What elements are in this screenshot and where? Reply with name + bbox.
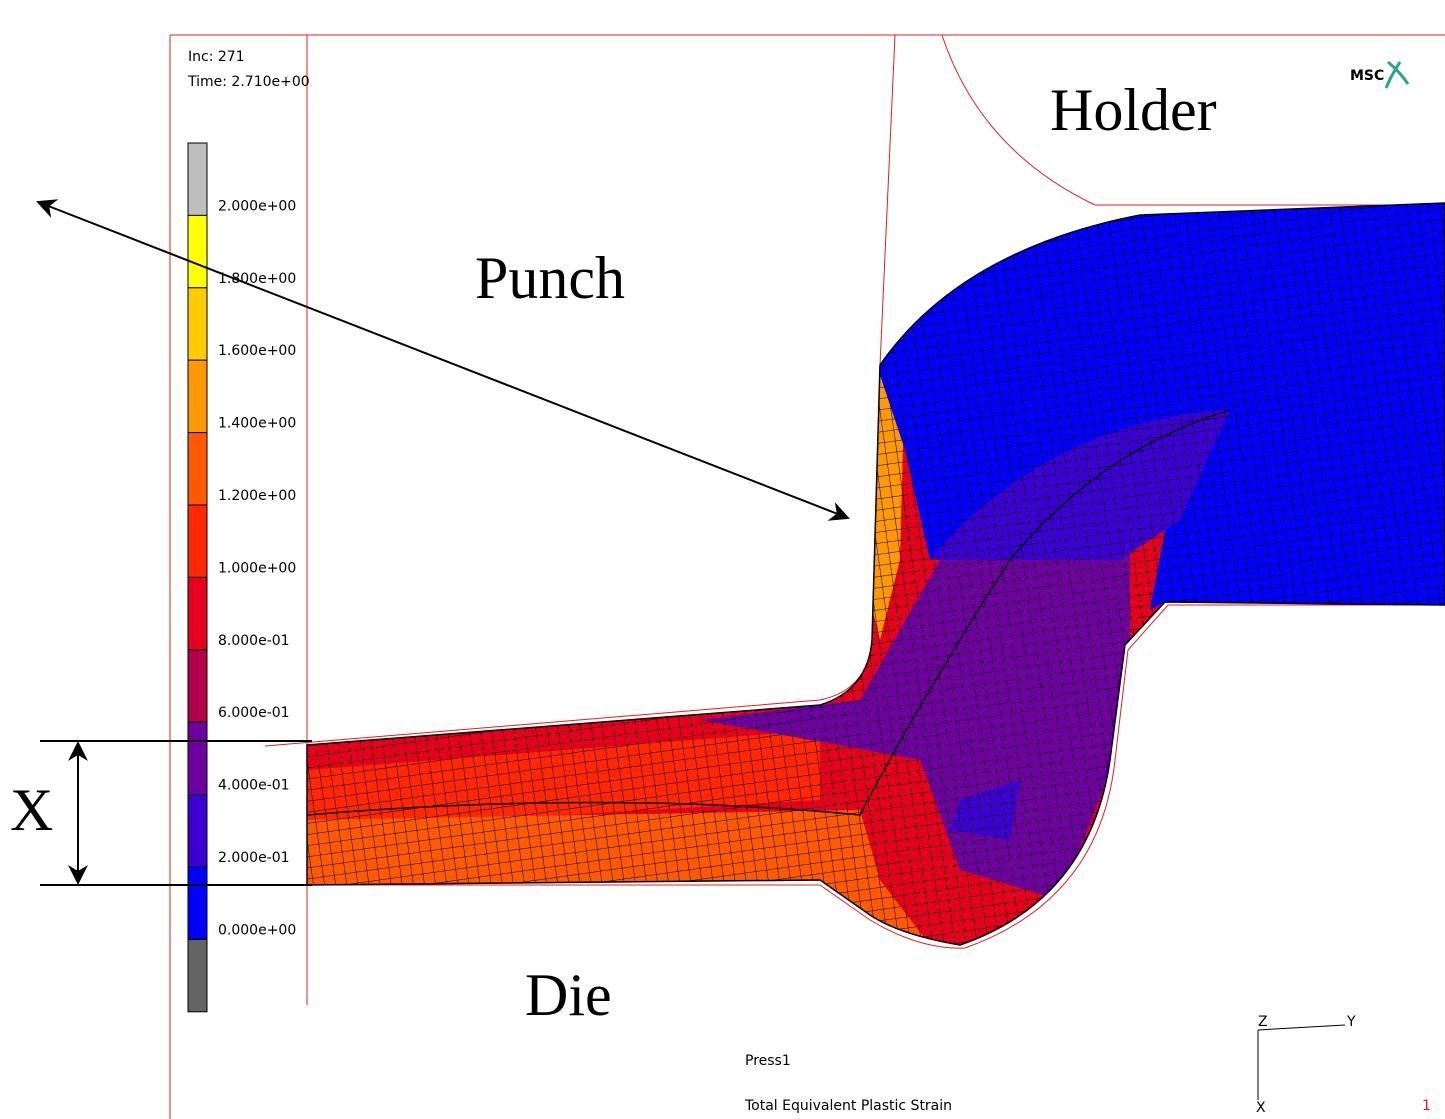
legend-swatch: [188, 143, 207, 215]
triad-axis: [1258, 1025, 1345, 1030]
legend-swatch: [188, 288, 207, 360]
legend-label: 2.000e+00: [218, 198, 296, 214]
sheet: [300, 190, 1445, 960]
triad-z: Z: [1258, 1014, 1268, 1030]
triad-y: Y: [1346, 1014, 1356, 1030]
punch-outline: [265, 35, 895, 746]
legend-label: 1.600e+00: [218, 343, 296, 359]
legend-label: 4.000e-01: [218, 778, 290, 794]
legend-label: 2.000e-01: [218, 850, 290, 866]
legend-swatch: [188, 650, 207, 722]
legend-swatch: [188, 722, 207, 794]
triad-x: X: [1256, 1100, 1266, 1116]
legend-swatch: [188, 795, 207, 867]
legend-swatch: [188, 577, 207, 649]
legend-label: 1.800e+00: [218, 271, 296, 287]
legend-label: 1.000e+00: [218, 560, 296, 576]
holder-label: Holder: [1050, 77, 1217, 143]
die-label: Die: [525, 962, 612, 1028]
legend-swatch: [188, 867, 207, 939]
logo-mark: [1386, 62, 1408, 88]
legend-label: 8.000e-01: [218, 633, 290, 649]
result-label: Total Equivalent Plastic Strain: [744, 1098, 952, 1114]
mesh: [300, 190, 1445, 960]
logo: MSC: [1350, 68, 1384, 84]
viewport: 2.000e+00 1.800e+00 1.600e+00 1.400e+00 1.20…: [0, 0, 1445, 1119]
arrow: [38, 202, 848, 518]
increment-label: Inc: 271: [188, 49, 245, 65]
legend-label: 1.400e+00: [218, 416, 296, 432]
legend-swatch: [188, 939, 207, 1011]
legend: 2.000e+00 1.800e+00 1.600e+00 1.400e+00 1.20…: [188, 143, 296, 1012]
punch-label: Punch: [475, 245, 625, 311]
legend-swatch: [188, 215, 207, 287]
legend-label: 0.000e+00: [218, 922, 296, 938]
legend-label: 1.200e+00: [218, 488, 296, 504]
legend-label: 6.000e-01: [218, 705, 290, 721]
job-label: Press1: [745, 1053, 791, 1069]
dimension-label: X: [10, 777, 53, 843]
time-label: Time: 2.710e+00: [187, 74, 310, 90]
legend-swatch: [188, 433, 207, 505]
legend-swatch: [188, 360, 207, 432]
legend-swatch: [188, 505, 207, 577]
page-number: 1: [1422, 1098, 1431, 1114]
